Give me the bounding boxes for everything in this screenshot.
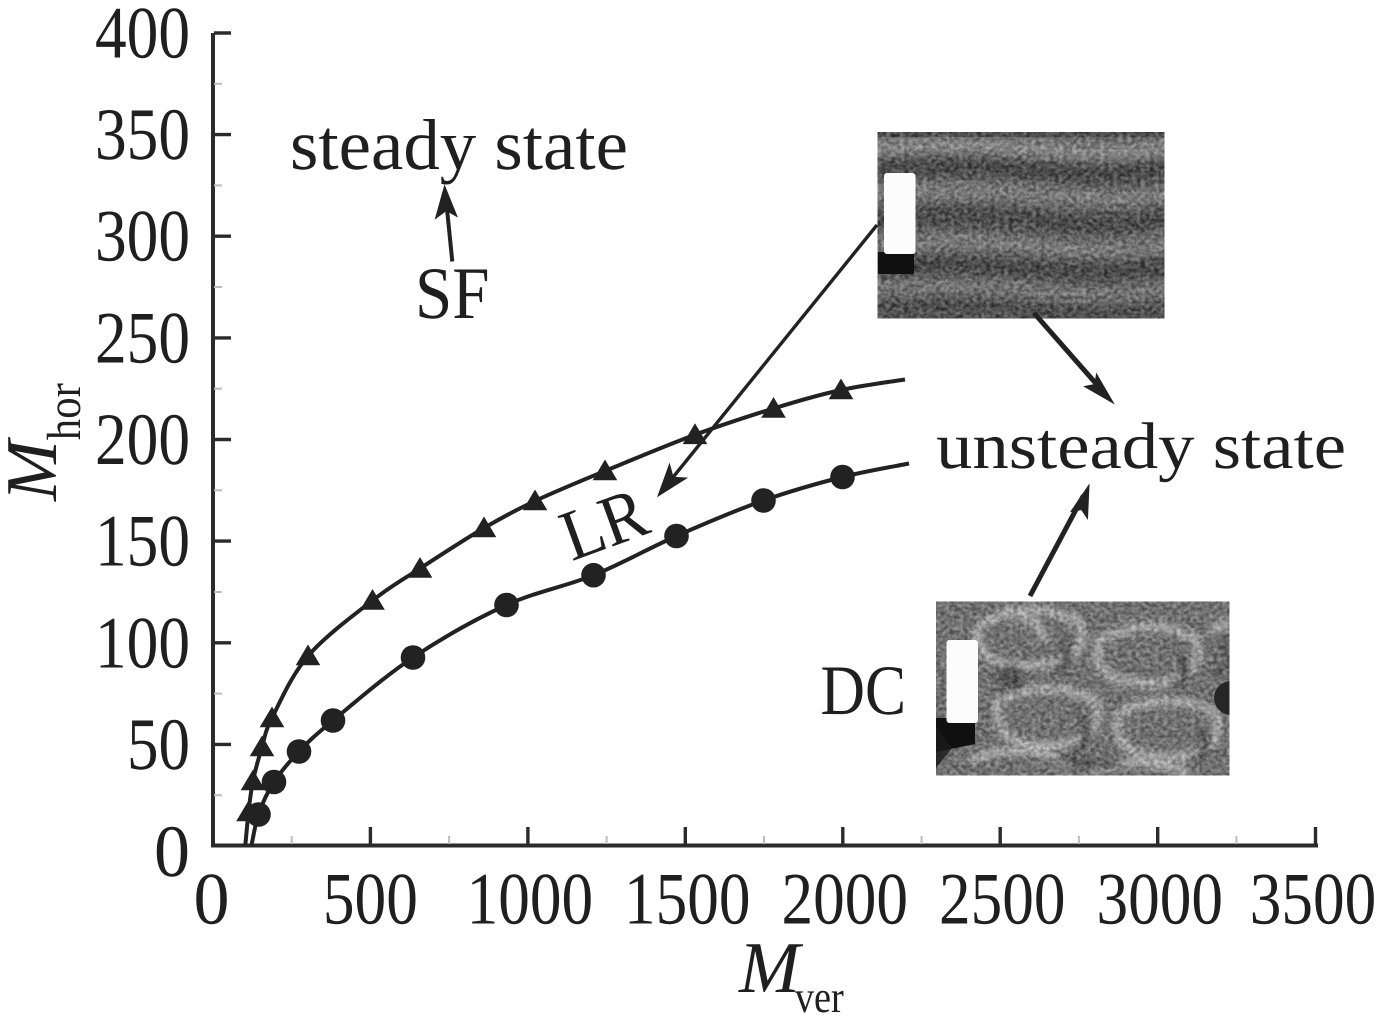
svg-text:2000: 2000 <box>782 858 909 940</box>
svg-text:400: 400 <box>95 0 190 75</box>
svg-text:1500: 1500 <box>624 858 751 940</box>
svg-text:steady state: steady state <box>290 105 628 185</box>
svg-text:1000: 1000 <box>467 858 594 940</box>
svg-text:0: 0 <box>154 811 190 893</box>
svg-text:200: 200 <box>95 399 190 481</box>
svg-text:500: 500 <box>323 858 418 940</box>
svg-text:50: 50 <box>127 704 190 786</box>
svg-text:300: 300 <box>95 196 190 278</box>
svg-text:250: 250 <box>95 297 190 379</box>
svg-text:3000: 3000 <box>1096 858 1223 940</box>
svg-text:SF: SF <box>415 253 490 335</box>
svg-text:unsteady state: unsteady state <box>936 410 1346 483</box>
svg-text:150: 150 <box>95 501 190 583</box>
svg-text:2500: 2500 <box>939 858 1066 940</box>
svg-text:3500: 3500 <box>1250 858 1377 940</box>
svg-text:100: 100 <box>95 602 190 684</box>
svg-text:350: 350 <box>95 94 190 176</box>
svg-text:0: 0 <box>194 858 230 940</box>
svg-text:DC: DC <box>821 652 907 730</box>
